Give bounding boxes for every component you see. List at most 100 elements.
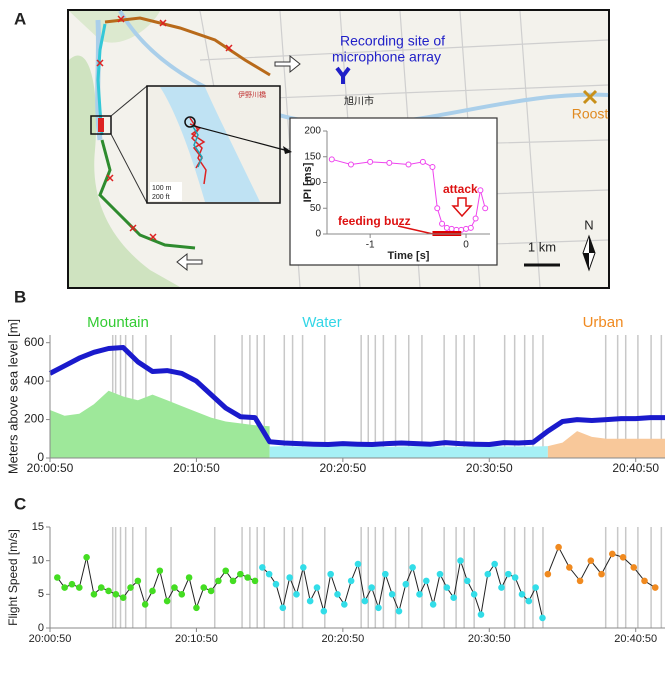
data-point bbox=[287, 575, 293, 581]
y-tick-label: 200 bbox=[24, 412, 44, 426]
inset-scale: 100 m bbox=[152, 185, 172, 192]
data-point bbox=[620, 555, 626, 561]
data-point bbox=[150, 588, 156, 594]
data-point bbox=[335, 592, 341, 598]
zoom-track bbox=[98, 118, 104, 132]
x-tick-label: 20:20:50 bbox=[319, 461, 366, 475]
data-point bbox=[478, 612, 484, 618]
data-point bbox=[194, 605, 200, 611]
data-point bbox=[403, 581, 409, 587]
data-point bbox=[238, 571, 244, 577]
data-point bbox=[545, 571, 551, 577]
data-point bbox=[468, 225, 473, 230]
recording-site: Recording site of bbox=[340, 33, 445, 49]
series-line bbox=[548, 547, 655, 587]
north-label: N bbox=[584, 217, 593, 232]
data-point bbox=[519, 592, 525, 598]
data-point bbox=[307, 598, 313, 604]
data-point bbox=[164, 598, 170, 604]
y-tick-label: 10 bbox=[32, 555, 44, 567]
data-point bbox=[471, 592, 477, 598]
data-point bbox=[631, 565, 637, 571]
x-tick-label: -1 bbox=[366, 240, 375, 251]
roost-label: Roost bbox=[572, 106, 609, 122]
data-point bbox=[577, 578, 583, 584]
data-point bbox=[485, 571, 491, 577]
y-tick-label: 0 bbox=[315, 229, 321, 240]
scale-label: 1 km bbox=[528, 239, 556, 254]
data-point bbox=[599, 571, 605, 577]
panel-label: B bbox=[14, 287, 26, 306]
inset-place: 伊野川橋 bbox=[238, 90, 266, 99]
data-point bbox=[69, 581, 75, 587]
panel-label: A bbox=[14, 9, 26, 28]
data-point bbox=[314, 585, 320, 591]
data-point bbox=[444, 585, 450, 591]
data-point bbox=[642, 578, 648, 584]
region-label: Water bbox=[302, 314, 341, 331]
data-point bbox=[280, 605, 286, 611]
y-tick-label: 15 bbox=[32, 521, 44, 533]
data-point bbox=[417, 592, 423, 598]
data-point bbox=[266, 571, 272, 577]
data-point bbox=[387, 160, 392, 165]
data-point bbox=[62, 585, 68, 591]
data-point bbox=[368, 159, 373, 164]
data-point bbox=[157, 568, 163, 574]
terrain-area bbox=[270, 446, 548, 458]
data-point bbox=[294, 592, 300, 598]
annotation: attack bbox=[443, 182, 478, 196]
data-point bbox=[556, 544, 562, 550]
data-point bbox=[128, 585, 134, 591]
x-tick-label: 20:00:50 bbox=[29, 633, 72, 645]
data-point bbox=[301, 565, 307, 571]
data-point bbox=[464, 226, 469, 231]
data-point bbox=[526, 598, 532, 604]
data-point bbox=[437, 571, 443, 577]
data-point bbox=[106, 588, 112, 594]
data-point bbox=[348, 578, 354, 584]
data-point bbox=[540, 615, 546, 621]
data-point bbox=[567, 565, 573, 571]
data-point bbox=[98, 585, 104, 591]
data-point bbox=[652, 585, 658, 591]
series-line bbox=[57, 557, 255, 608]
x-tick-label: 0 bbox=[463, 240, 469, 251]
x-tick-label: 20:10:50 bbox=[173, 461, 220, 475]
data-point bbox=[329, 157, 334, 162]
data-point bbox=[223, 568, 229, 574]
data-point bbox=[512, 575, 518, 581]
data-point bbox=[396, 608, 402, 614]
data-point bbox=[410, 565, 416, 571]
x-tick-label: 20:40:50 bbox=[612, 461, 659, 475]
page: {"panel_labels": ["A", "B", "C"], "map":… bbox=[0, 0, 669, 676]
data-point bbox=[55, 575, 61, 581]
data-point bbox=[76, 585, 82, 591]
data-point bbox=[355, 561, 361, 567]
x-tick-label: 20:20:50 bbox=[321, 633, 364, 645]
data-point bbox=[435, 206, 440, 211]
data-point bbox=[201, 585, 207, 591]
data-point bbox=[588, 558, 594, 564]
data-point bbox=[376, 605, 382, 611]
data-point bbox=[389, 592, 395, 598]
x-tick-label: 20:30:50 bbox=[468, 633, 511, 645]
data-point bbox=[362, 598, 368, 604]
data-point bbox=[406, 162, 411, 167]
figure: A Recording site of microphone array 旭川市… bbox=[0, 0, 669, 676]
data-point bbox=[483, 206, 488, 211]
x-tick-label: 20:00:50 bbox=[27, 461, 74, 475]
data-point bbox=[449, 226, 454, 231]
terrain-area bbox=[50, 391, 270, 458]
data-point bbox=[260, 565, 266, 571]
data-point bbox=[348, 162, 353, 167]
data-point bbox=[142, 602, 148, 608]
y-axis-label: IPI [ms] bbox=[302, 162, 314, 202]
data-point bbox=[120, 595, 126, 601]
data-point bbox=[492, 561, 498, 567]
data-point bbox=[465, 578, 471, 584]
data-point bbox=[499, 585, 505, 591]
y-tick-label: 200 bbox=[304, 126, 321, 137]
data-point bbox=[533, 585, 539, 591]
data-point bbox=[478, 188, 483, 193]
